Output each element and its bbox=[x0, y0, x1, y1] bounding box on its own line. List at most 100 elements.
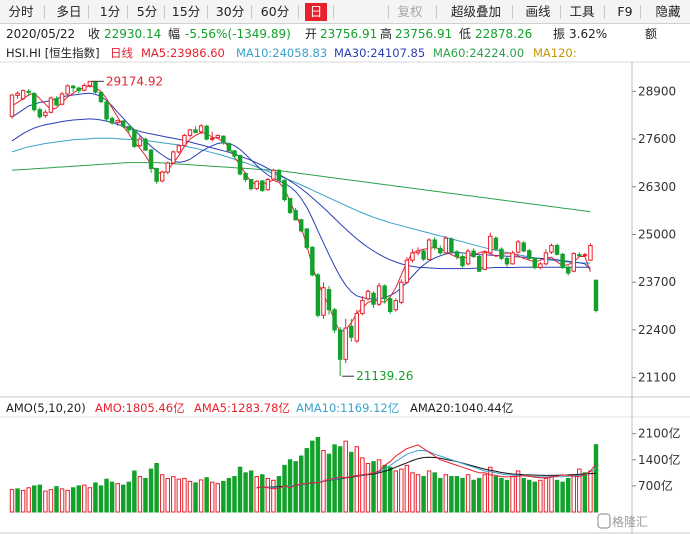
volume-bar-down bbox=[98, 485, 104, 513]
volume-bar-up bbox=[254, 476, 259, 513]
toolbar-separator bbox=[604, 5, 605, 19]
candle-up bbox=[365, 290, 371, 300]
candle-up bbox=[571, 253, 576, 272]
candle-up bbox=[254, 180, 259, 190]
candle-down bbox=[143, 138, 148, 151]
volume-bar-up bbox=[354, 446, 360, 513]
candle-up bbox=[137, 138, 143, 147]
period-tab-2[interactable]: 1分 bbox=[99, 4, 121, 19]
period-tab-5[interactable]: 30分 bbox=[215, 4, 245, 19]
candle-down bbox=[232, 150, 237, 157]
amo-title: AMO(5,10,20) bbox=[6, 401, 86, 415]
volume-bar-down bbox=[593, 444, 599, 513]
volume-bar-down bbox=[565, 477, 571, 513]
low-annotation: 21139.26 bbox=[356, 369, 413, 383]
candle-down bbox=[98, 91, 104, 103]
candle-down bbox=[121, 120, 126, 127]
candle-up bbox=[582, 254, 588, 257]
candle-down bbox=[432, 239, 437, 248]
candle-down bbox=[337, 329, 343, 360]
period-tab-1[interactable]: 多日 bbox=[56, 4, 82, 19]
volume-bar-down bbox=[499, 477, 504, 513]
turnover-value: 3.62% bbox=[569, 27, 608, 41]
volume-bar-down bbox=[70, 487, 76, 513]
period-tab-9[interactable]: 超级叠加 bbox=[450, 4, 501, 19]
toolbar-separator bbox=[388, 5, 389, 19]
candle-down bbox=[154, 167, 159, 182]
candle-down bbox=[449, 238, 454, 253]
candle-down bbox=[387, 298, 393, 313]
period-tab-13[interactable]: 隐藏 bbox=[655, 4, 681, 19]
candle-down bbox=[276, 169, 282, 181]
volume-bar-down bbox=[148, 468, 154, 513]
volume-bar-down bbox=[121, 484, 126, 513]
period-tab-7[interactable]: 日 bbox=[305, 3, 327, 21]
volume-bar-down bbox=[221, 480, 226, 513]
volume-bar-down bbox=[521, 477, 526, 513]
candle-up bbox=[87, 80, 93, 86]
volume-bar-up bbox=[538, 479, 543, 513]
period-tab-0[interactable]: 分时 bbox=[8, 4, 34, 19]
volume-bar-down bbox=[387, 466, 393, 513]
candle-down bbox=[298, 219, 304, 232]
candle-down bbox=[226, 142, 232, 152]
ma5-line bbox=[11, 85, 591, 333]
volume-bar-up bbox=[376, 459, 382, 513]
candle-up bbox=[115, 120, 120, 124]
candle-down bbox=[499, 248, 504, 259]
volume-bar-down bbox=[471, 479, 476, 513]
toolbar-separator bbox=[640, 5, 641, 19]
volume-bar-down bbox=[204, 477, 209, 513]
toolbar-separator bbox=[127, 5, 128, 19]
volume-bar-up bbox=[159, 474, 165, 513]
price-tick-label: 23700 bbox=[638, 275, 676, 289]
volume-bar-down bbox=[449, 476, 454, 513]
period-tab-4[interactable]: 15分 bbox=[171, 4, 201, 19]
volume-bar-down bbox=[304, 448, 310, 513]
volume-bar-up bbox=[82, 484, 87, 513]
high-annotation: 29174.92 bbox=[106, 74, 163, 88]
period-tab-6[interactable]: 60分 bbox=[260, 4, 290, 19]
period-tab-10[interactable]: 画线 bbox=[525, 4, 551, 19]
candle-down bbox=[310, 246, 315, 276]
volume-bar-up bbox=[210, 481, 215, 513]
volume-bar-down bbox=[104, 478, 109, 513]
volume-legend: AMO(5,10,20) AMO:1805.46亿 AMA5:1283.78亿 … bbox=[0, 399, 690, 417]
candle-up bbox=[549, 245, 554, 253]
candle-down bbox=[109, 118, 115, 124]
candle-down bbox=[349, 325, 354, 338]
candle-up bbox=[59, 93, 65, 105]
price-tick-label: 22400 bbox=[638, 323, 676, 337]
period-tab-11[interactable]: 工具 bbox=[569, 4, 595, 19]
candle-down bbox=[593, 279, 599, 311]
candle-up bbox=[482, 252, 487, 270]
candle-up bbox=[187, 129, 193, 136]
volume-bar-down bbox=[132, 470, 137, 513]
period-tab-3[interactable]: 5分 bbox=[136, 4, 158, 19]
volume-bar-down bbox=[432, 472, 437, 513]
price-tick-label: 25000 bbox=[638, 228, 676, 242]
volume-bar-down bbox=[143, 477, 148, 513]
candle-down bbox=[243, 173, 248, 180]
ma120-label: MA120: bbox=[533, 46, 577, 60]
candle-up bbox=[465, 250, 471, 265]
candle-down bbox=[193, 129, 198, 133]
period-tab-8[interactable]: 复权 bbox=[397, 4, 423, 19]
volume-bar-down bbox=[126, 481, 132, 513]
price-tick-label: 26300 bbox=[638, 180, 676, 194]
candle-down bbox=[476, 256, 482, 272]
volume-bar-up bbox=[271, 479, 276, 513]
volume-bar-up bbox=[588, 470, 593, 513]
volume-bar-up bbox=[360, 457, 365, 513]
candle-down bbox=[126, 126, 132, 131]
volume-bar-down bbox=[76, 485, 81, 513]
volume-bar-up bbox=[488, 466, 493, 513]
amount-label: 额 bbox=[645, 27, 658, 41]
period-tab-12[interactable]: F9 bbox=[617, 4, 633, 19]
toolbar-separator bbox=[251, 5, 252, 19]
candle-down bbox=[560, 253, 565, 269]
candle-down bbox=[237, 155, 243, 175]
watermark-logo: 格隆汇 bbox=[612, 514, 648, 529]
high-value: 23756.91 bbox=[395, 27, 453, 41]
